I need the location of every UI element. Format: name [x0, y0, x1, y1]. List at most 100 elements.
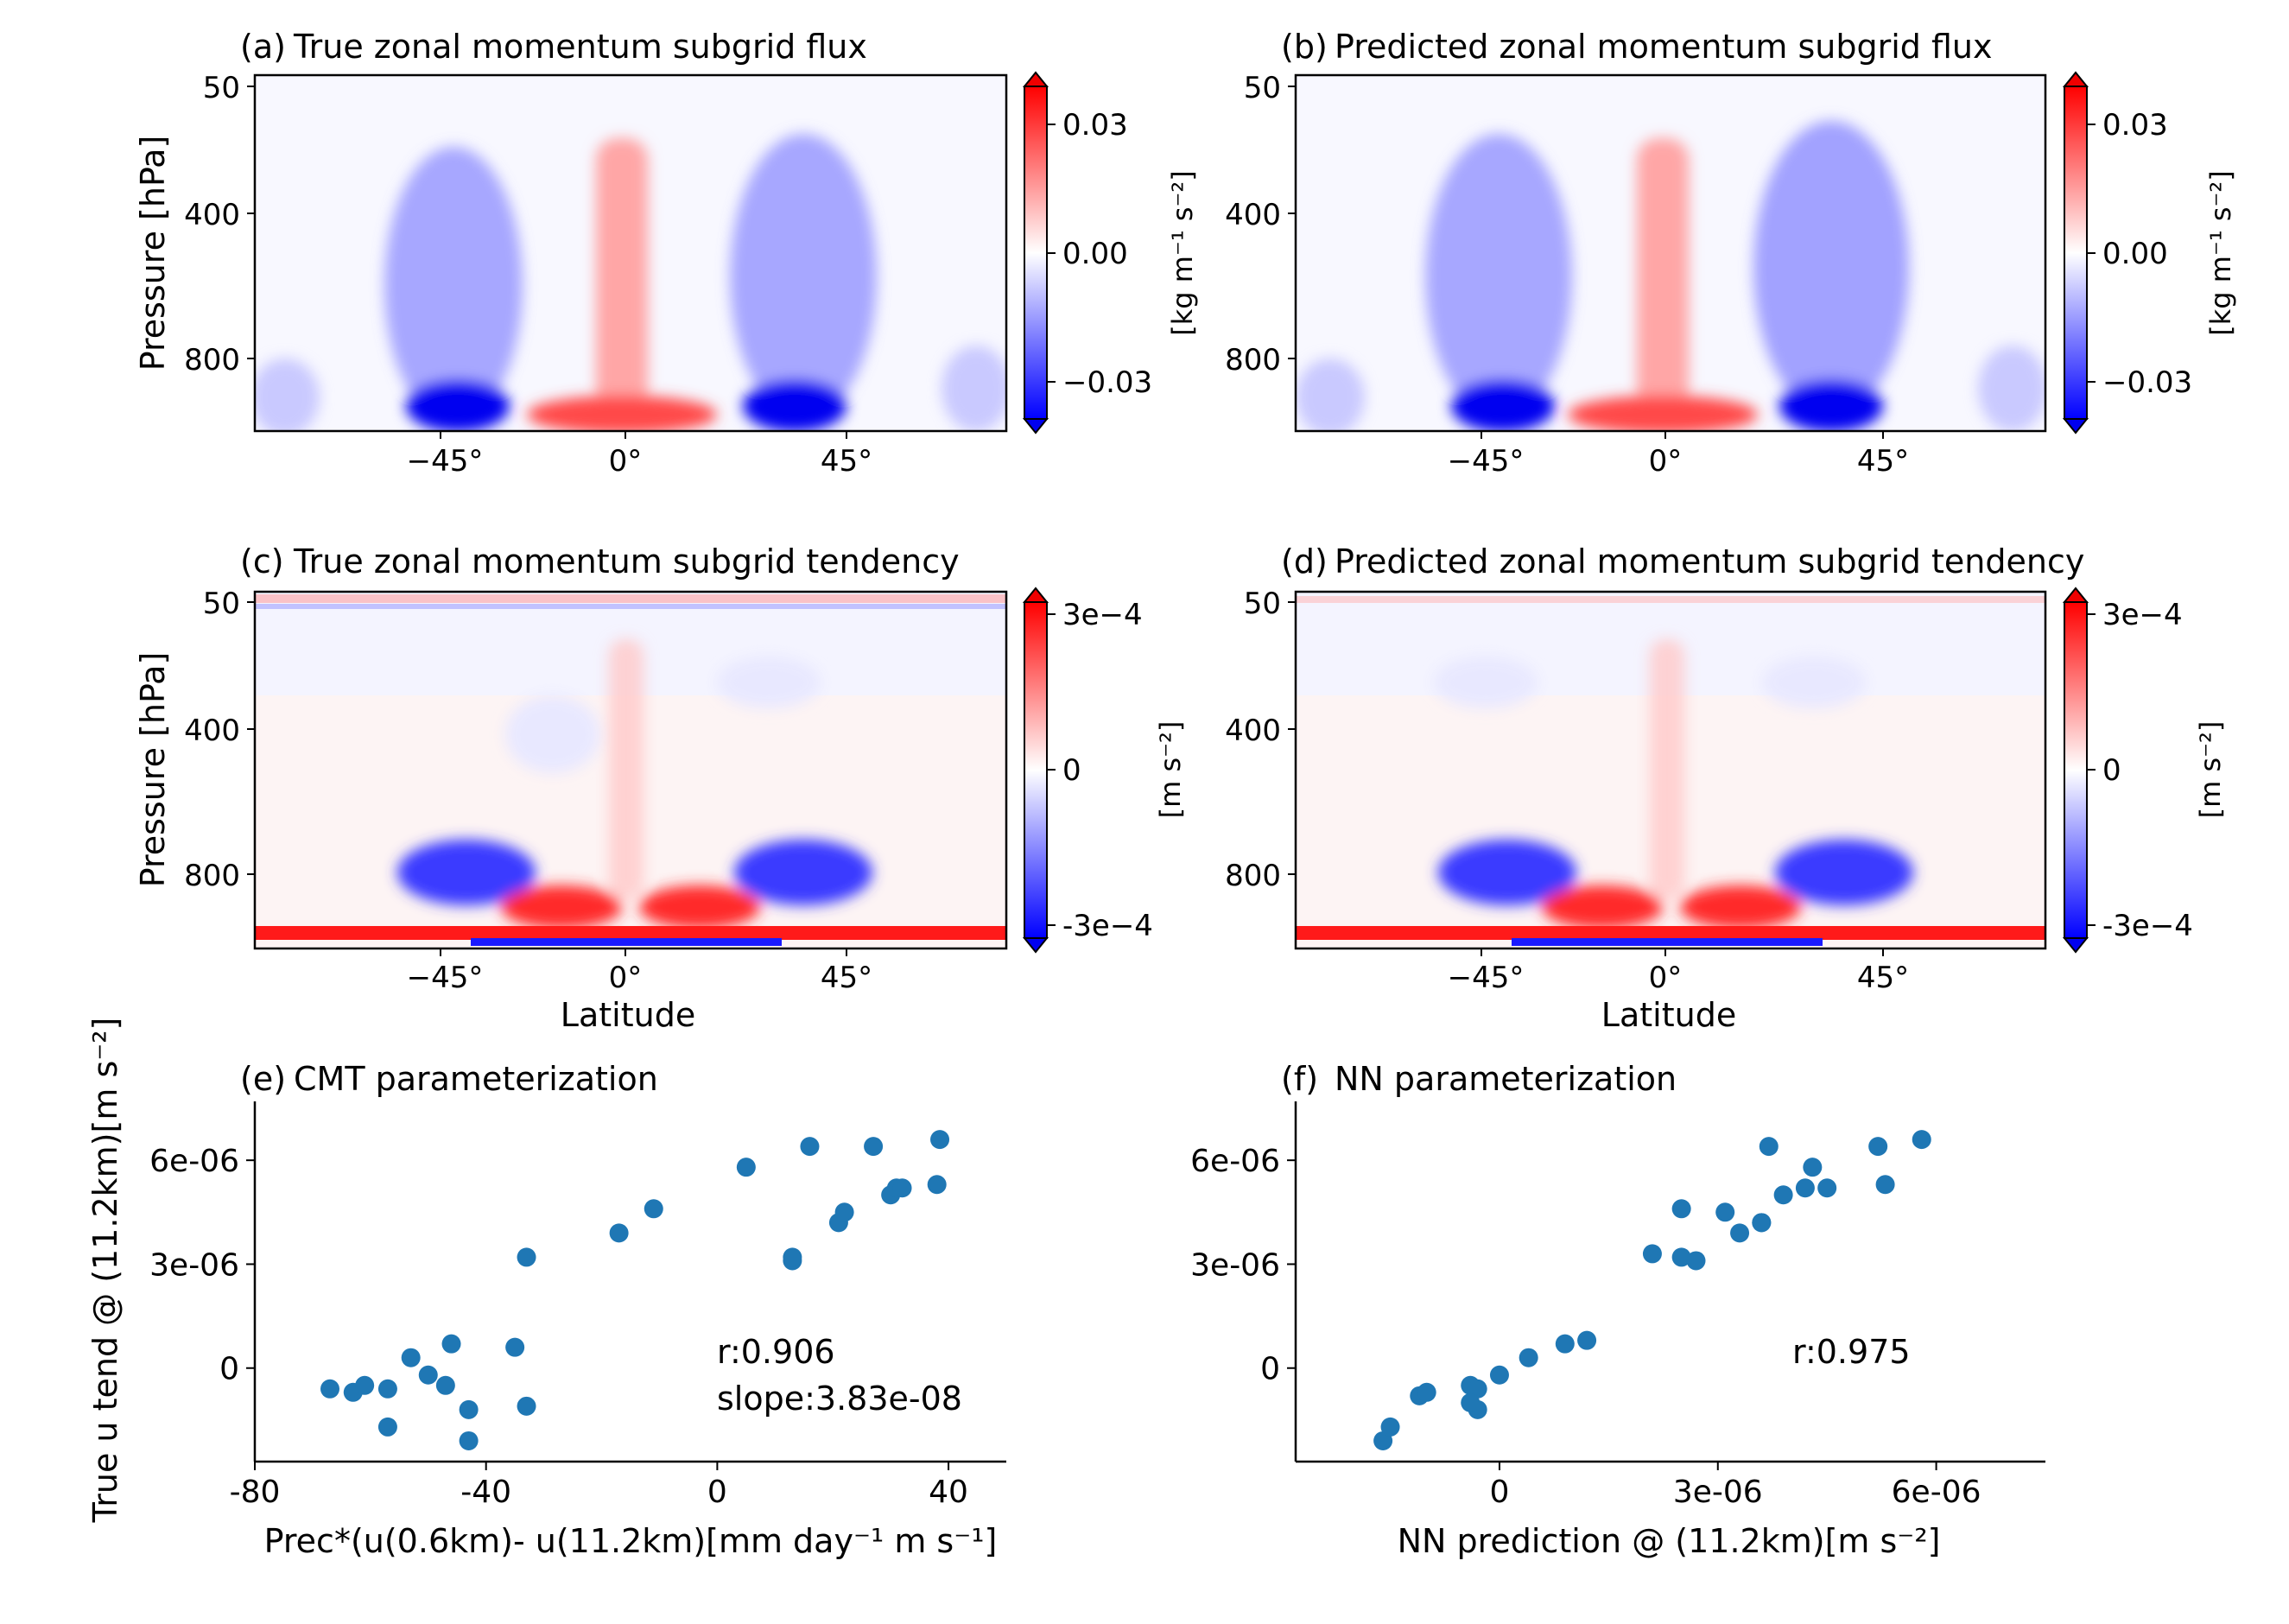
panel-f-xtick-label: 6e-06 — [1892, 1475, 1981, 1510]
panel-d-ytick: 400 — [1225, 714, 1281, 748]
panel-b-cbar-label: [kg m⁻¹ s⁻²] — [2204, 170, 2237, 335]
panel-f-title: NN parameterization — [1335, 1060, 1677, 1098]
panel-f-yticks: 0 3e-06 6e-06 — [1190, 1144, 1296, 1387]
panel-f-point — [1577, 1330, 1597, 1350]
panel-b-ytick: 50 — [1244, 71, 1281, 105]
panel-d-xtick: 0° — [1649, 961, 1683, 995]
panel-e-xtick-label: 40 — [929, 1475, 968, 1510]
panel-e-point — [517, 1396, 536, 1416]
panel-e-point — [459, 1431, 479, 1450]
panel-e-point — [800, 1137, 820, 1157]
panel-b-ytick: 800 — [1225, 343, 1281, 377]
panel-b-cbar-tick: 0.00 — [2102, 237, 2168, 271]
panel-e: (e) CMT parameterization -80 -40 0 40 0 3e-0… — [86, 1018, 1006, 1560]
panel-d-title: Predicted zonal momentum subgrid tendenc… — [1335, 542, 2084, 580]
panel-d-cbar-tick: -3e−4 — [2102, 909, 2193, 943]
panel-a-ytick: 800 — [184, 343, 240, 377]
panel-b-cbar-tick: 0.03 — [2102, 108, 2168, 143]
panel-a: (a) True zonal momentum subgrid flux 50 … — [134, 28, 1199, 479]
panel-c-xticks: −45° 0° 45° — [407, 948, 872, 995]
panel-f-point — [1715, 1202, 1735, 1222]
panel-c-ytick: 50 — [203, 587, 240, 621]
panel-c-colorbar: 3e−4 0 -3e−4 [m s⁻²] — [1022, 587, 1187, 954]
panel-e-ytick-label: 6e-06 — [149, 1144, 239, 1179]
panel-c-field — [255, 592, 1006, 948]
panel-f-point — [1730, 1223, 1750, 1243]
panel-f: (f) NN parameterization 0 3e-06 6e-06 0 3e-… — [1190, 1060, 2045, 1560]
panel-f-point — [1417, 1382, 1436, 1402]
panel-a-ytick: 400 — [184, 198, 240, 232]
panel-e-xtick-label: -80 — [230, 1475, 281, 1510]
panel-f-xtick-label: 3e-06 — [1673, 1475, 1763, 1510]
panel-a-cbar-label: [kg m⁻¹ s⁻²] — [1166, 170, 1199, 335]
panel-c-xlabel: Latitude — [561, 996, 695, 1034]
panel-c-cbar-tick: 3e−4 — [1062, 598, 1143, 632]
panel-d-field — [1296, 592, 2045, 948]
panel-f-xticks: 0 3e-06 6e-06 — [1490, 1462, 1981, 1510]
panel-a-field — [255, 75, 1006, 431]
panel-e-point — [892, 1178, 912, 1198]
panel-f-title-letter: (f) — [1281, 1060, 1318, 1098]
panel-a-xticks: −45° 0° 45° — [407, 431, 872, 479]
panel-f-point — [1671, 1247, 1691, 1267]
panel-a-colorbar: 0.03 0.00 −0.03 [kg m⁻¹ s⁻²] — [1022, 71, 1199, 435]
panel-f-point — [1555, 1334, 1575, 1354]
panel-b-ytick: 400 — [1225, 198, 1281, 232]
panel-f-point — [1795, 1178, 1815, 1198]
panel-e-point — [927, 1175, 947, 1195]
panel-f-point — [1489, 1365, 1509, 1385]
panel-e-point — [459, 1399, 479, 1419]
panel-e-point — [864, 1137, 884, 1157]
panel-d-frame — [1294, 590, 2047, 950]
panel-e-ylabel: True u tend @ (11.2km)[m s⁻²] — [86, 1018, 124, 1524]
panel-b-title: Predicted zonal momentum subgrid flux — [1335, 28, 1993, 66]
panel-b-yticks: 50 400 800 — [1225, 71, 1296, 377]
panel-b-xtick: −45° — [1448, 444, 1525, 479]
panel-e-ytick-label: 3e-06 — [149, 1247, 239, 1283]
panel-d-colorbar: 3e−4 0 -3e−4 [m s⁻²] — [2062, 587, 2227, 954]
panel-c-ytick: 800 — [184, 859, 240, 893]
panel-a-ylabel: Pressure [hPa] — [134, 136, 172, 371]
panel-f-annotation-r: r:0.975 — [1792, 1333, 1911, 1371]
panel-a-xtick: −45° — [407, 444, 484, 479]
panel-e-title: CMT parameterization — [294, 1060, 658, 1098]
panel-a-cbar-tick: 0.00 — [1062, 237, 1128, 271]
panel-f-point — [1519, 1348, 1538, 1367]
panel-b-cbar-tick: −0.03 — [2102, 365, 2192, 400]
panel-c-ylabel: Pressure [hPa] — [134, 652, 172, 888]
panel-d-title-letter: (d) — [1281, 542, 1328, 580]
panel-e-point — [435, 1375, 455, 1395]
panel-d-cbar-tick: 0 — [2102, 753, 2121, 788]
panel-d-cbar-tick: 3e−4 — [2102, 598, 2183, 632]
panel-c-cbar-tick: 0 — [1062, 753, 1081, 788]
panel-a-xtick: 0° — [609, 444, 643, 479]
panel-f-xlabel: NN prediction @ (11.2km)[m s⁻²] — [1398, 1522, 1941, 1560]
panel-f-point — [1875, 1175, 1895, 1195]
panel-a-title: True zonal momentum subgrid flux — [293, 28, 867, 66]
panel-d-xtick: −45° — [1448, 961, 1525, 995]
panel-e-ytick-label: 0 — [219, 1352, 239, 1387]
panel-f-xtick-label: 0 — [1490, 1475, 1510, 1510]
panel-a-ytick: 50 — [203, 71, 240, 105]
panel-b-colorbar: 0.03 0.00 −0.03 [kg m⁻¹ s⁻²] — [2062, 71, 2237, 435]
panel-e-xtick-label: 0 — [707, 1475, 727, 1510]
panel-b-xtick: 0° — [1649, 444, 1683, 479]
panel-e-point — [355, 1375, 375, 1395]
panel-d: (d) Predicted zonal momentum subgrid ten… — [1225, 542, 2227, 1034]
panel-f-ytick-label: 0 — [1260, 1352, 1280, 1387]
panel-f-point — [1642, 1244, 1662, 1264]
panel-e-point — [320, 1379, 339, 1399]
panel-e-point — [834, 1202, 854, 1222]
panel-e-point — [783, 1247, 802, 1267]
panel-e-annotation-slope: slope:3.83e-08 — [717, 1380, 962, 1418]
panel-e-point — [609, 1223, 629, 1243]
panel-e-point — [441, 1334, 461, 1354]
panel-f-point — [1461, 1392, 1481, 1412]
panel-c-cbar-label: [m s⁻²] — [1154, 721, 1187, 819]
panel-d-xtick: 45° — [1857, 961, 1909, 995]
panel-a-xtick: 45° — [821, 444, 872, 479]
panel-f-point — [1671, 1199, 1691, 1219]
panel-f-point — [1912, 1130, 1931, 1150]
panel-e-point — [401, 1348, 421, 1367]
